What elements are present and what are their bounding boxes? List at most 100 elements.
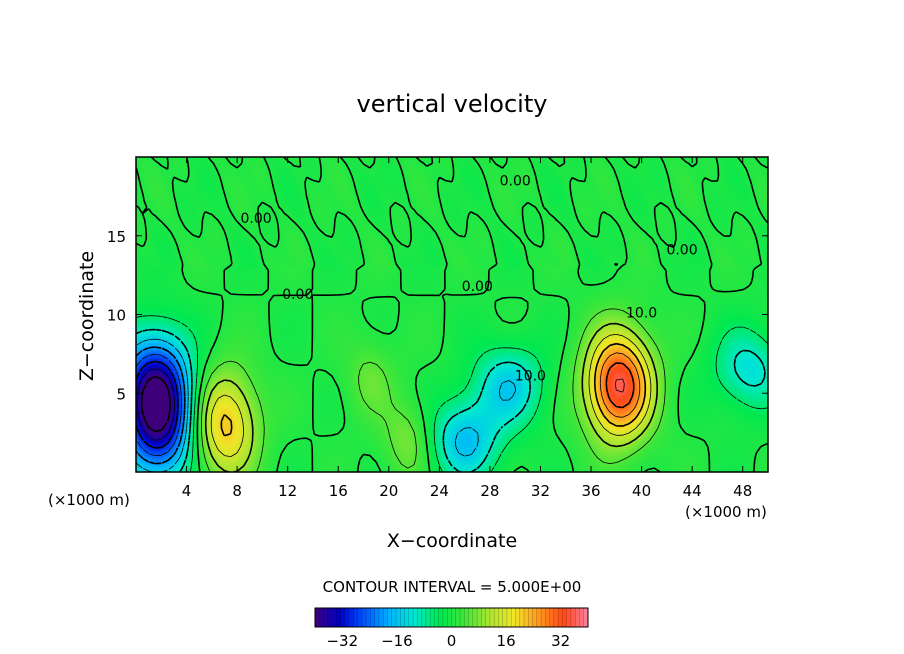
colorbar-stripe — [340, 608, 346, 627]
colorbar-frame — [314, 607, 589, 628]
colorbar-stripe — [374, 608, 380, 627]
contour-line — [210, 334, 652, 457]
colorbar-stripe — [524, 608, 529, 627]
contour-interval-text: CONTOUR INTERVAL = 5.000E+00 — [323, 578, 582, 596]
colorbar-stripe — [545, 608, 550, 627]
colorbar-stripe — [315, 608, 320, 627]
colorbar-tick-label: −16 — [381, 632, 413, 650]
colorbar-stripe — [417, 608, 422, 627]
contour-line — [220, 342, 647, 437]
colorbar-stripe — [323, 608, 329, 627]
colorbar-stripe — [460, 608, 465, 627]
contour-line — [136, 353, 182, 457]
contour-line — [140, 375, 171, 433]
y-unit-label: (×1000 m) — [48, 491, 130, 509]
colorbar-stripe — [472, 608, 478, 627]
x-tick-label: 8 — [232, 482, 242, 500]
contour-line — [204, 322, 658, 472]
colorbar-stripe — [494, 608, 499, 627]
colorbar-stripe — [387, 608, 393, 627]
colorbar-stripe — [477, 608, 482, 627]
colorbar-stripe — [541, 608, 546, 627]
x-tick-label: 16 — [329, 482, 348, 500]
contour-line — [136, 368, 175, 441]
colorbar-stripe — [404, 608, 410, 627]
colorbar-stripe — [408, 608, 414, 627]
plot-area: 0.00 0.00 0.00 0.00 0.00 10.0 10.0 — [135, 156, 769, 473]
colorbar-stripe — [370, 608, 376, 627]
y-tick-label: 15 — [107, 228, 126, 246]
colorbar-stripe — [451, 608, 457, 627]
x-tick-label: 28 — [480, 482, 499, 500]
x-tick-label: 32 — [531, 482, 550, 500]
colorbar-tick-label: −32 — [326, 632, 358, 650]
colorbar-stripe — [489, 608, 495, 627]
colorbar-stripe — [536, 608, 542, 627]
colorbar-stripe — [378, 608, 384, 627]
colorbar-stripe — [366, 608, 371, 627]
colorbar-stripe — [468, 608, 474, 627]
colorbar-stripe — [570, 608, 576, 627]
contour-label: 0.00 — [462, 279, 493, 295]
y-axis: 5 10 15 — [107, 228, 768, 403]
colorbar-stripe — [502, 608, 508, 627]
x-tick-label: 40 — [632, 482, 651, 500]
colorbar-stripe — [421, 608, 427, 627]
colorbar-stripe — [464, 608, 469, 627]
x-tick-label: 44 — [683, 482, 702, 500]
contour-line — [136, 346, 186, 465]
colorbar-stripe — [434, 608, 440, 627]
colorbar-stripe — [438, 608, 444, 627]
contour-line — [136, 360, 179, 449]
x-tick-label: 4 — [182, 482, 192, 500]
x-tick-label: 48 — [733, 482, 752, 500]
contour-line — [136, 315, 768, 472]
x-tick-label: 24 — [430, 482, 449, 500]
colorbar-stripe — [583, 608, 589, 627]
colorbar-stripe — [515, 608, 521, 627]
colorbar: −32 −16 0 16 32 — [314, 607, 589, 650]
colorbar-stripe — [336, 608, 341, 627]
x-axis-label: X−coordinate — [387, 530, 517, 552]
colorbar-stripe — [396, 608, 401, 627]
colorbar-stripe — [579, 608, 585, 627]
contour-label: 0.00 — [500, 173, 531, 189]
x-tick-label: 36 — [581, 482, 600, 500]
contour-line — [599, 352, 641, 418]
colorbar-stripe — [553, 608, 559, 627]
colorbar-stripe — [361, 608, 367, 627]
colorbar-stripe — [319, 608, 324, 627]
colorbar-stripe — [549, 608, 555, 627]
colorbar-stripe — [425, 608, 431, 627]
colorbar-stripe — [383, 608, 388, 627]
colorbar-ticks: −32 −16 0 16 32 — [326, 632, 570, 650]
contour-label: 10.0 — [515, 369, 546, 385]
contour-label: 10.0 — [626, 306, 657, 322]
colorbar-stripe — [455, 608, 461, 627]
y-tick-label: 5 — [116, 385, 126, 403]
colorbar-stripe — [532, 608, 538, 627]
colorbar-stripe — [485, 608, 491, 627]
colorbar-stripe — [566, 608, 572, 627]
contour-label: 0.00 — [666, 243, 697, 259]
contour-label: 0.00 — [282, 287, 313, 303]
colorbar-stripe — [447, 608, 452, 627]
y-tick-label: 10 — [107, 307, 126, 325]
colorbar-stripe — [357, 608, 363, 627]
colorbar-stripe — [391, 608, 397, 627]
colorbar-stripe — [430, 608, 435, 627]
colorbar-stripe — [562, 608, 567, 627]
contour-label: 0.00 — [240, 211, 271, 227]
contour-line — [615, 378, 625, 393]
colorbar-stripe — [442, 608, 448, 627]
colorbar-stripe — [498, 608, 503, 627]
colorbar-stripe — [332, 608, 337, 627]
colorbar-stripe — [506, 608, 512, 627]
x-axis: 4 8 12 16 20 24 28 32 36 40 44 48 — [182, 157, 752, 500]
colorbar-stripe — [413, 608, 418, 627]
colorbar-stripe — [511, 608, 516, 627]
colorbar-stripe — [558, 608, 563, 627]
colorbar-stripe — [481, 608, 486, 627]
colorbar-stripes — [315, 608, 589, 627]
